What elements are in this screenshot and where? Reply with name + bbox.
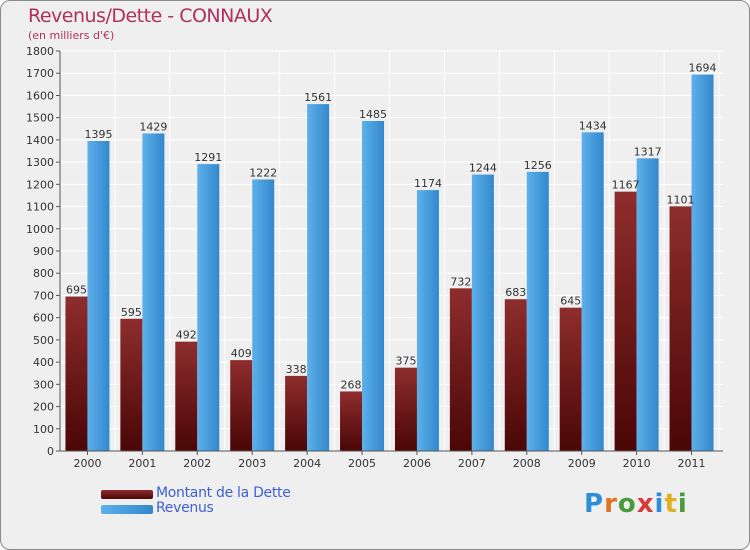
y-tick-label: 1800 <box>26 45 54 58</box>
y-tick-label: 1200 <box>26 178 54 191</box>
value-label-revenus: 1694 <box>689 62 717 75</box>
bar-dette <box>504 299 527 451</box>
y-tick-label: 1300 <box>26 156 54 169</box>
bar-dette <box>614 191 637 451</box>
x-tick-label: 2001 <box>128 457 156 470</box>
y-tick-label: 1400 <box>26 134 54 147</box>
bar-dette <box>285 375 308 451</box>
y-tick-label: 700 <box>33 289 54 302</box>
value-label-dette: 1167 <box>612 179 640 192</box>
bar-dette <box>559 307 582 451</box>
logo-letter: o <box>617 489 637 519</box>
y-tick-label: 100 <box>33 423 54 436</box>
logo-letter: P <box>584 489 605 519</box>
bar-dette <box>340 391 363 451</box>
y-tick-label: 1500 <box>26 112 54 125</box>
legend-label-revenus: Revenus <box>156 500 214 516</box>
x-tick-label: 2011 <box>678 457 706 470</box>
value-label-revenus: 1395 <box>84 128 112 141</box>
y-tick-label: 400 <box>33 356 54 369</box>
y-tick-label: 1600 <box>26 89 54 102</box>
x-tick-label: 2003 <box>238 457 266 470</box>
value-label-dette: 338 <box>286 363 307 376</box>
logo-letter: i <box>677 489 688 519</box>
value-label-dette: 683 <box>505 286 526 299</box>
chart-title: Revenus/Dette - CONNAUX <box>28 5 273 27</box>
bar-revenus <box>691 74 714 452</box>
bar-revenus <box>581 132 604 452</box>
bar-dette <box>669 206 692 451</box>
bars <box>65 74 714 452</box>
x-tick-label: 2004 <box>293 457 321 470</box>
x-tick-label: 2009 <box>568 457 596 470</box>
x-tick-label: 2008 <box>513 457 541 470</box>
bar-dette <box>230 360 253 451</box>
value-label-dette: 645 <box>560 295 581 308</box>
y-tick-label: 900 <box>33 245 54 258</box>
value-label-dette: 1101 <box>667 193 695 206</box>
bar-revenus <box>471 174 494 452</box>
y-tick-label: 500 <box>33 334 54 347</box>
x-tick-label: 2005 <box>348 457 376 470</box>
value-label-revenus: 1485 <box>359 108 387 121</box>
x-tick-label: 2007 <box>458 457 486 470</box>
bar-revenus <box>636 158 659 452</box>
x-tick-label: 2006 <box>403 457 431 470</box>
value-label-revenus: 1256 <box>524 159 552 172</box>
y-tick-label: 1000 <box>26 223 54 236</box>
value-label-dette: 268 <box>341 378 362 391</box>
value-label-dette: 409 <box>231 347 252 360</box>
y-tick-label: 600 <box>33 312 54 325</box>
value-label-revenus: 1561 <box>304 91 332 104</box>
bar-dette <box>449 288 472 451</box>
y-tick-label: 200 <box>33 401 54 414</box>
bar-revenus <box>416 190 439 451</box>
bar-revenus <box>87 141 110 451</box>
y-tick-label: 800 <box>33 267 54 280</box>
value-labels: 695 1395 595 1429 492 1291 409 1222 338 1561 268 14… <box>66 62 717 392</box>
bar-dette <box>120 318 143 451</box>
legend-swatch-debt <box>101 490 153 499</box>
value-label-dette: 732 <box>450 275 471 288</box>
value-label-dette: 595 <box>121 306 142 319</box>
value-label-dette: 492 <box>176 329 197 342</box>
bar-dette <box>65 296 88 451</box>
x-tick-label: 2002 <box>183 457 211 470</box>
value-label-dette: 375 <box>395 355 416 368</box>
bar-revenus <box>142 133 165 451</box>
y-tick-label: 0 <box>47 445 54 458</box>
bar-revenus <box>252 179 275 451</box>
logo-letter: r <box>604 489 618 519</box>
bar-revenus <box>526 171 549 451</box>
value-label-dette: 695 <box>66 284 87 297</box>
value-label-revenus: 1429 <box>139 120 167 133</box>
logo-letter: x <box>636 489 655 519</box>
value-label-revenus: 1222 <box>249 166 277 179</box>
chart-subtitle: (en milliers d'€) <box>28 29 115 42</box>
value-label-revenus: 1291 <box>194 151 222 164</box>
x-tick-label: 2000 <box>73 457 101 470</box>
value-label-revenus: 1174 <box>414 177 442 190</box>
proxiti-logo: Proxiti <box>584 489 688 519</box>
legend-label-debt: Montant de la Dette <box>156 485 291 501</box>
gridlines <box>59 50 723 452</box>
bar-revenus <box>307 104 330 451</box>
legend-swatch-revenus <box>101 505 153 514</box>
bar-dette <box>175 341 198 451</box>
bar-revenus <box>362 121 385 451</box>
x-tick-label: 2010 <box>623 457 651 470</box>
value-label-revenus: 1244 <box>469 162 497 175</box>
value-label-revenus: 1317 <box>634 145 662 158</box>
y-tick-label: 1100 <box>26 201 54 214</box>
axes: 0 100 200 300 400 500 600 700 800 900 1000 1100 1200… <box>26 45 723 470</box>
bar-revenus <box>197 164 220 451</box>
y-tick-label: 1700 <box>26 67 54 80</box>
y-tick-label: 300 <box>33 378 54 391</box>
logo-letter: i <box>654 489 665 519</box>
value-label-revenus: 1434 <box>579 119 607 132</box>
logo-letter: t <box>664 489 678 519</box>
bar-dette <box>394 367 417 451</box>
